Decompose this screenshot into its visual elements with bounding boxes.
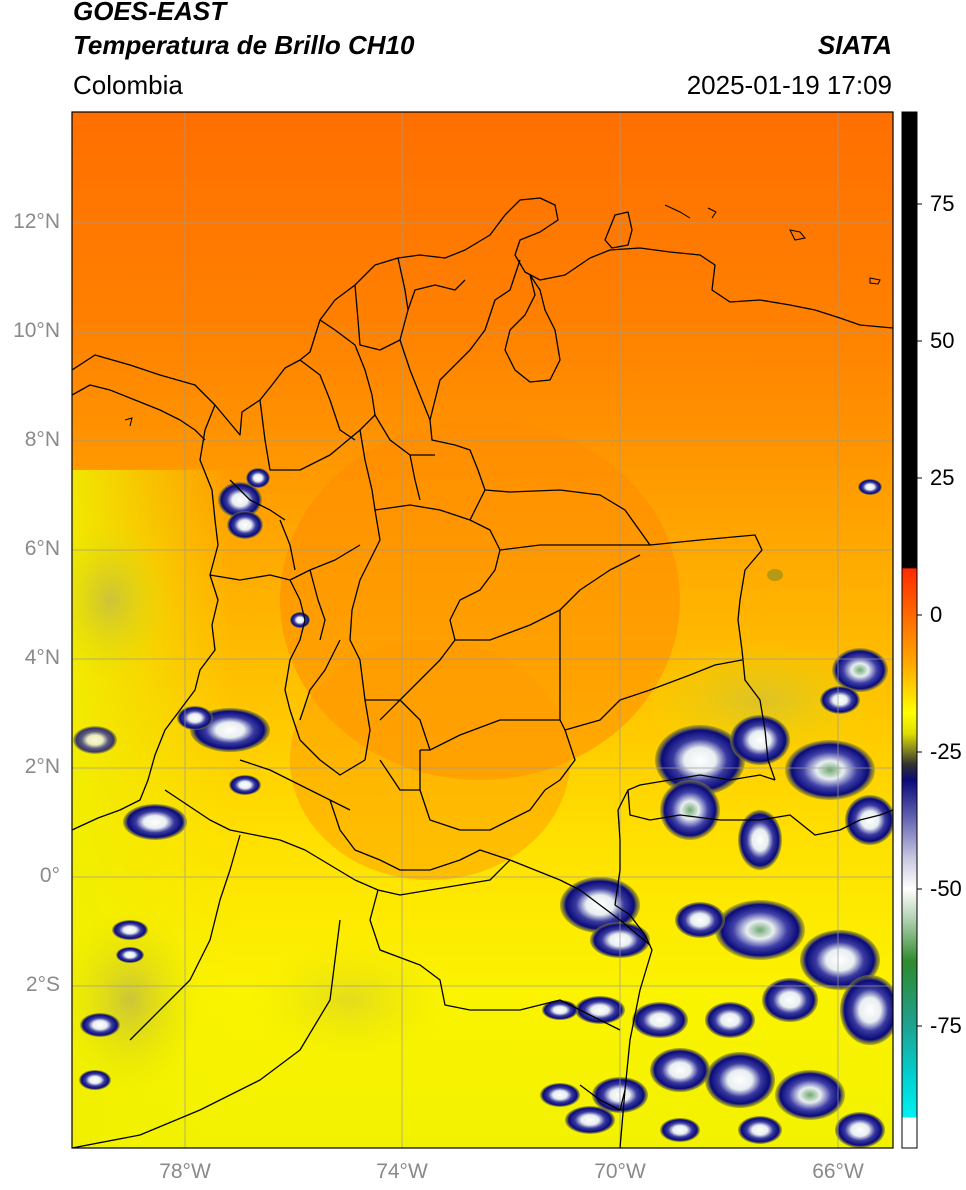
- lat-label-2s: 2°S: [25, 973, 60, 996]
- colorbar-tick-50: 50: [930, 328, 955, 353]
- lat-label-10n: 10°N: [13, 319, 60, 342]
- lon-label-70w: 70°W: [594, 1160, 646, 1183]
- cloud-cells: [73, 468, 893, 1148]
- political-boundaries: [72, 197, 893, 1148]
- lat-label-4n: 4°N: [24, 646, 60, 669]
- agency-label: SIATA: [817, 30, 892, 60]
- satellite-title: GOES-EAST: [73, 0, 227, 26]
- lon-label-74w: 74°W: [376, 1160, 428, 1183]
- colorbar-tick-minus50: -50: [930, 876, 962, 901]
- lat-label-6n: 6°N: [24, 537, 60, 560]
- lat-label-2n: 2°N: [24, 755, 60, 778]
- colorbar-tick-25: 25: [930, 465, 955, 490]
- colorbar-tick-75: 75: [930, 191, 955, 216]
- lat-label-12n: 12°N: [13, 210, 60, 233]
- graticule: [72, 112, 893, 1148]
- colorbar-tick-minus25: -25: [930, 739, 962, 764]
- lat-label-8n: 8°N: [24, 428, 60, 451]
- region-label: Colombia: [73, 70, 183, 100]
- lon-label-78w: 78°W: [159, 1160, 211, 1183]
- product-title: Temperatura de Brillo CH10: [73, 30, 415, 60]
- lon-label-66w: 66°W: [812, 1160, 864, 1183]
- colorbar-tick-0: 0: [930, 602, 943, 627]
- colorbar-tick-minus75: -75: [930, 1013, 962, 1038]
- datetime-label: 2025-01-19 17:09: [686, 70, 892, 100]
- lat-label-0: 0°: [39, 864, 60, 887]
- islands: [124, 204, 881, 427]
- colorbar: [901, 111, 918, 1149]
